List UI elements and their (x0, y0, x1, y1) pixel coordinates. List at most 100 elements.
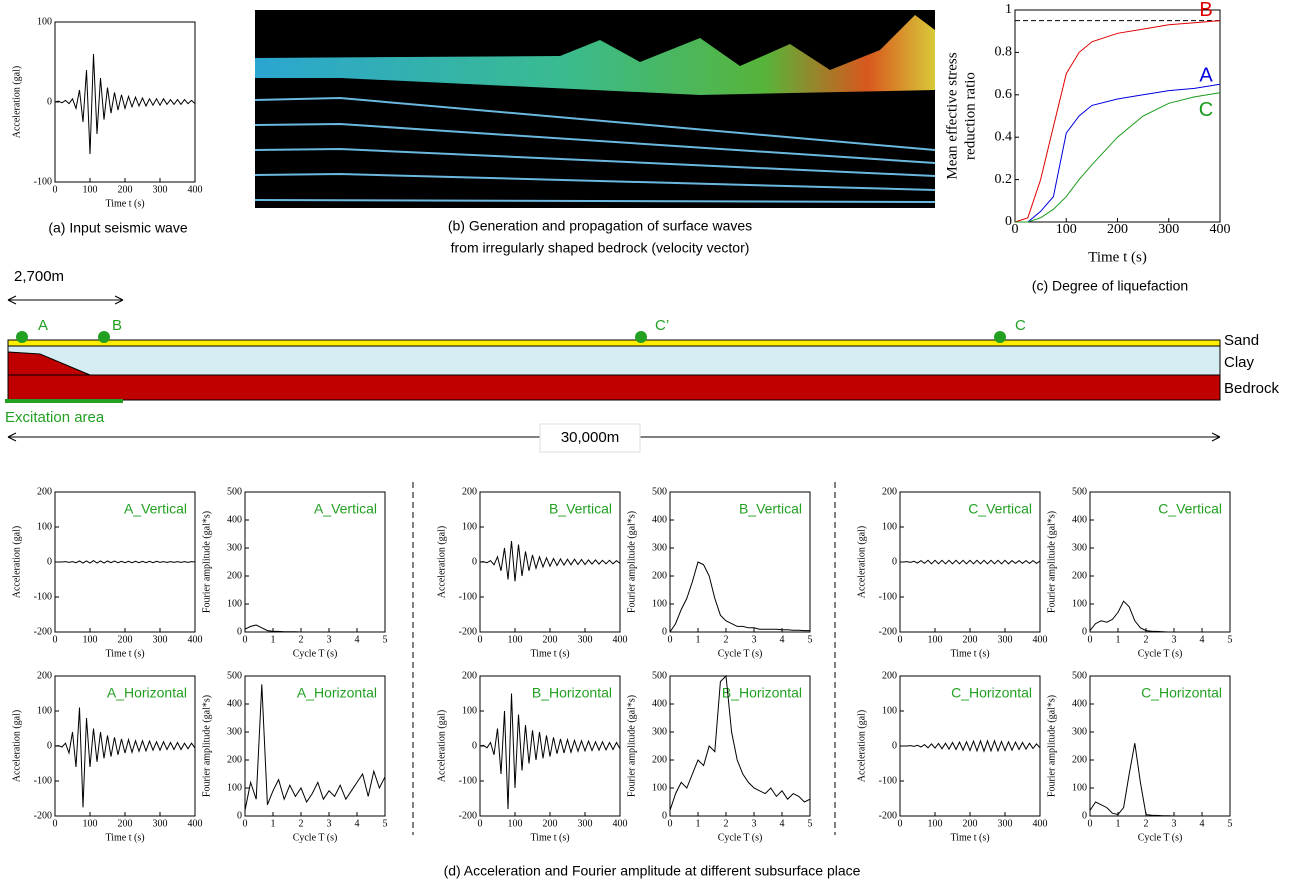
y-tick-label: 100 (227, 598, 242, 609)
x-tick-label: 5 (808, 818, 813, 829)
x-tick-label: 200 (543, 634, 558, 645)
x-tick-label: 100 (928, 634, 943, 645)
y-tick-label: 500 (227, 486, 242, 497)
layer-label: Clay (1224, 354, 1255, 371)
layer-label: Bedrock (1224, 380, 1280, 397)
y-tick-label: 200 (652, 570, 667, 581)
data-line (669, 674, 811, 811)
caption: from irregularly shaped bedrock (velocit… (451, 240, 750, 256)
x-tick-label: 200 (963, 818, 978, 829)
y-tick-label: 100 (462, 521, 477, 532)
x-axis-label: Time t (s) (530, 648, 569, 659)
x-tick-label: 0 (668, 818, 673, 829)
y-tick-label: 200 (1072, 754, 1087, 765)
x-tick-label: 400 (188, 818, 203, 829)
x-tick-label: 2 (299, 634, 304, 645)
y-axis-label: Acceleration (gal) (11, 526, 22, 598)
y-axis-label: Fourier amplitude (gal*s) (626, 511, 637, 613)
x-tick-label: 300 (153, 184, 168, 195)
x-axis-label: Time t (s) (105, 198, 144, 209)
y-tick-label: 200 (882, 486, 897, 497)
x-tick-label: 2 (1144, 634, 1149, 645)
y-tick-label: 0.8 (995, 45, 1013, 60)
x-tick-label: 100 (83, 818, 98, 829)
x-tick-label: 300 (998, 818, 1013, 829)
y-tick-label: 100 (37, 705, 52, 716)
x-tick-label: 0 (668, 634, 673, 645)
x-axis-label: Cycle T (s) (293, 648, 338, 659)
y-axis-label: Mean effective stress (944, 52, 960, 179)
x-tick-label: 200 (118, 184, 133, 195)
x-tick-label: 100 (83, 184, 98, 195)
caption: (d) Acceleration and Fourier amplitude a… (444, 863, 861, 879)
y-axis-label: Acceleration (gal) (11, 66, 22, 138)
y-tick-label: 0 (237, 810, 242, 821)
point-label: C (1015, 317, 1026, 334)
panel-title: B_Horizontal (722, 685, 802, 701)
x-axis-label: Time t (s) (105, 832, 144, 843)
y-tick-label: 100 (462, 705, 477, 716)
x-axis-label: Time t (s) (105, 648, 144, 659)
panel-title: C_Vertical (968, 501, 1032, 517)
panel-title: A_Vertical (124, 501, 187, 517)
y-tick-label: 100 (1072, 598, 1087, 609)
x-tick-label: 400 (613, 818, 628, 829)
y-tick-label: 1 (1005, 2, 1012, 17)
caption: (a) Input seismic wave (48, 220, 187, 236)
x-tick-label: 0 (1088, 634, 1093, 645)
x-tick-label: 200 (118, 634, 133, 645)
data-line (54, 53, 196, 155)
y-tick-label: -100 (34, 176, 52, 187)
y-tick-label: 0 (47, 96, 52, 107)
y-axis-label: Fourier amplitude (gal*s) (201, 511, 212, 613)
y-tick-label: -200 (34, 626, 52, 637)
x-tick-label: 300 (153, 818, 168, 829)
x-tick-label: 300 (1158, 222, 1179, 237)
x-tick-label: 2 (1144, 818, 1149, 829)
caption: (c) Degree of liquefaction (1032, 278, 1188, 294)
x-tick-label: 300 (578, 818, 593, 829)
data-line (54, 707, 196, 808)
y-tick-label: 0.2 (995, 172, 1013, 187)
data-line (1089, 600, 1230, 633)
y-tick-label: 0.4 (995, 129, 1013, 144)
x-tick-label: 400 (1033, 818, 1048, 829)
x-tick-label: 1 (696, 818, 701, 829)
y-tick-label: 500 (652, 670, 667, 681)
y-tick-label: 0 (47, 740, 52, 751)
x-tick-label: 4 (1200, 634, 1205, 645)
y-tick-label: 0.6 (995, 87, 1013, 102)
y-tick-label: 300 (1072, 726, 1087, 737)
y-tick-label: 0 (892, 740, 897, 751)
data-line (1015, 83, 1221, 223)
y-tick-label: 200 (37, 670, 52, 681)
panel-title: A_Vertical (314, 501, 377, 517)
y-tick-label: 100 (652, 782, 667, 793)
y-tick-label: 500 (1072, 670, 1087, 681)
y-tick-label: 200 (882, 670, 897, 681)
x-tick-label: 100 (1056, 222, 1077, 237)
cross-section (5, 295, 1221, 835)
x-tick-label: 0 (478, 634, 483, 645)
x-tick-label: 400 (188, 184, 203, 195)
x-tick-label: 400 (188, 634, 203, 645)
x-tick-label: 1 (696, 634, 701, 645)
y-tick-label: 200 (37, 486, 52, 497)
y-tick-label: 200 (652, 754, 667, 765)
series-label: B (1199, 0, 1212, 21)
data-line (479, 540, 621, 582)
caption: (b) Generation and propagation of surfac… (448, 218, 752, 234)
y-tick-label: 0 (1082, 810, 1087, 821)
y-axis-label: Fourier amplitude (gal*s) (1046, 695, 1057, 797)
y-tick-label: 400 (1072, 698, 1087, 709)
width-label: 2,700m (14, 268, 64, 285)
y-axis-label: Acceleration (gal) (436, 526, 447, 598)
y-tick-label: -100 (34, 591, 52, 602)
plot-frame (54, 21, 196, 183)
x-tick-label: 2 (724, 818, 729, 829)
y-tick-label: 400 (652, 514, 667, 525)
x-tick-label: 3 (1172, 818, 1177, 829)
y-axis-label: Fourier amplitude (gal*s) (1046, 511, 1057, 613)
x-tick-label: 0 (1012, 222, 1019, 237)
